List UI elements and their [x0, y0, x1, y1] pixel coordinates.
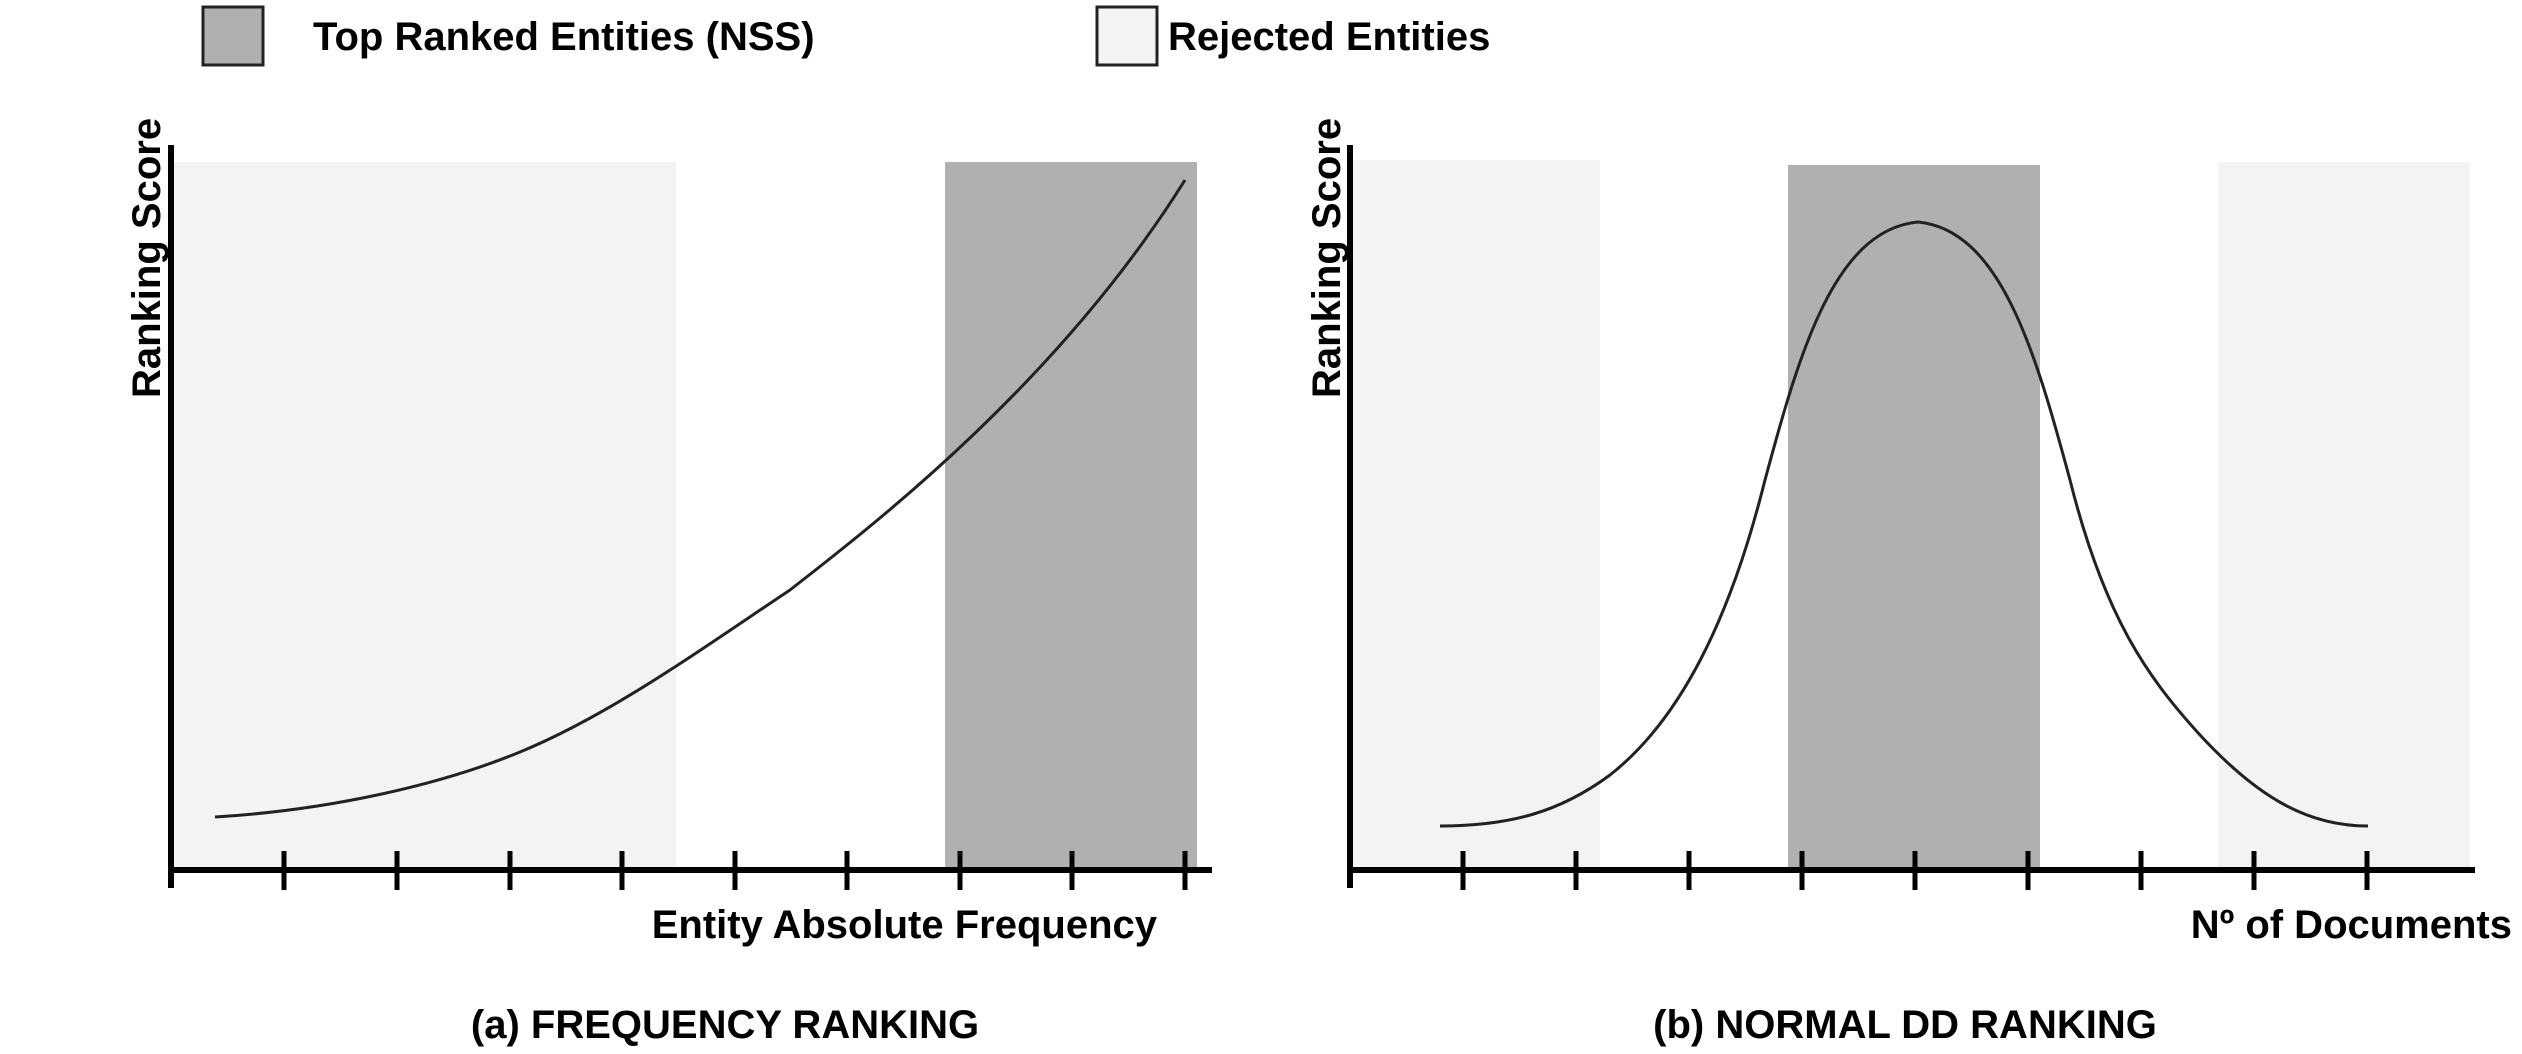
legend-label-rejected: Rejected Entities — [1168, 15, 1490, 59]
x-ticks-a — [281, 851, 1188, 890]
panel-b: Ranking Score Nº of Documents (b) NORMAL… — [1305, 118, 2512, 1047]
legend-label-top-ranked: Top Ranked Entities (NSS) — [313, 15, 815, 59]
y-axis-label-a: Ranking Score — [125, 118, 169, 398]
rejected-region-a — [171, 162, 676, 870]
x-axis-label-a: Entity Absolute Frequency — [652, 903, 1158, 947]
x-axis-label-b: Nº of Documents — [2191, 903, 2512, 947]
y-axis-label-b: Ranking Score — [1305, 118, 1349, 398]
rejected-region-b-left — [1350, 160, 1600, 870]
legend-swatch-top-ranked — [201, 5, 265, 67]
ranking-curve-b — [1439, 220, 2369, 828]
top-ranked-region-b — [1788, 165, 2040, 870]
legend: Top Ranked Entities (NSS) Rejected Entit… — [201, 5, 1490, 67]
top-ranked-region-a — [945, 162, 1197, 870]
x-ticks-b — [1460, 851, 2370, 890]
ranking-curve-a — [214, 179, 1187, 819]
legend-swatch-rejected — [1095, 5, 1159, 67]
panel-a: Ranking Score Entity Absolute Frequency … — [125, 118, 1212, 1047]
panel-caption-a: (a) FREQUENCY RANKING — [471, 1003, 979, 1047]
panel-caption-b: (b) NORMAL DD RANKING — [1653, 1003, 2157, 1047]
rejected-region-b-right — [2218, 162, 2470, 870]
